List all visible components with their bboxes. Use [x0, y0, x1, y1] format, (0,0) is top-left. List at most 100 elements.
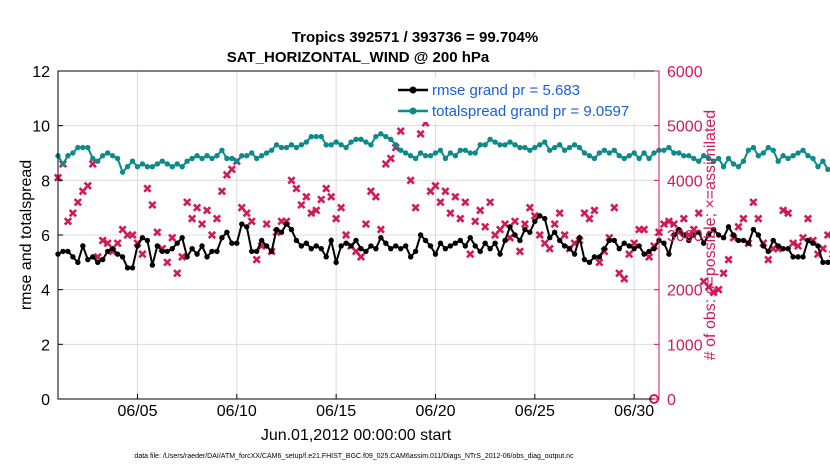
data-file-footer: data file: /Users/raeder/DAI/ATM_forcXX/…	[134, 453, 574, 460]
totalspread-point	[646, 155, 652, 162]
rmse-point	[467, 235, 473, 241]
obs-marker	[709, 288, 718, 297]
x-tick-label: 06/15	[316, 403, 356, 420]
rmse-point	[293, 237, 300, 244]
obs-marker	[307, 209, 316, 218]
rmse-point	[407, 254, 414, 260]
obs-marker	[719, 269, 728, 278]
rmse-point	[810, 240, 816, 246]
rmse-point	[561, 243, 568, 249]
obs-marker	[128, 230, 137, 240]
x-tick-label: 06/20	[415, 403, 455, 420]
obs-marker	[595, 258, 604, 267]
rmse-point	[571, 251, 578, 257]
y-right-tick-label: 1000	[667, 337, 703, 354]
obs-marker	[669, 219, 679, 229]
totalspread-point	[626, 153, 632, 159]
obs-marker	[784, 209, 793, 218]
totalspread-point	[532, 144, 538, 151]
rmse-point	[328, 237, 334, 244]
totalspread-point	[616, 153, 622, 159]
obs-marker	[476, 206, 485, 215]
totalspread-point	[477, 142, 483, 148]
totalspread-point	[825, 166, 830, 173]
obs-marker	[446, 209, 455, 218]
obs-marker	[302, 192, 311, 201]
y-left-axis-ticks: 0 2 4 6 8 10 12	[32, 64, 63, 409]
totalspread-point	[815, 163, 821, 170]
totalspread-point	[566, 144, 573, 151]
rmse-point	[199, 243, 205, 249]
totalspread-point	[576, 144, 583, 151]
totalspread-point	[457, 147, 464, 153]
rmse-series	[55, 213, 830, 271]
rmse-point	[139, 235, 146, 241]
obs-marker	[148, 200, 157, 210]
totalspread-point	[432, 150, 439, 156]
rmse-point	[114, 251, 121, 257]
totalspread-point	[234, 158, 240, 164]
rmse-point	[686, 237, 692, 244]
rmse-point	[249, 248, 255, 255]
obs-marker	[436, 198, 445, 207]
obs-marker	[486, 198, 495, 207]
totalspread-point	[487, 136, 493, 143]
totalspread-point	[263, 150, 270, 156]
y-left-axis-label: rmse and totalspread	[18, 160, 35, 310]
obs-marker	[207, 230, 217, 240]
totalspread-point	[239, 153, 245, 159]
totalspread-point	[268, 147, 275, 153]
rmse-point	[100, 256, 106, 263]
totalspread-point	[740, 158, 747, 164]
rmse-point	[273, 226, 280, 233]
legend-totalspread-label: totalspread grand pr = 9.0597	[432, 103, 629, 120]
totalspread-point	[710, 158, 717, 164]
obs-marker	[694, 209, 703, 218]
totalspread-point	[601, 147, 608, 153]
totalspread-point	[547, 147, 553, 153]
rmse-point	[442, 245, 449, 252]
totalspread-point	[795, 150, 801, 156]
totalspread-point	[412, 155, 419, 162]
rmse-point	[497, 251, 503, 257]
obs-marker	[252, 255, 261, 264]
obs-marker	[317, 195, 326, 204]
rmse-point	[452, 240, 459, 246]
rmse-point	[85, 256, 91, 263]
totalspread-point	[591, 155, 598, 162]
totalspread-point	[735, 163, 742, 170]
totalspread-series	[55, 131, 830, 175]
totalspread-point	[343, 144, 349, 151]
y-right-axis-ticks: 0 1000 2000 3000 4000 5000 6000	[654, 64, 703, 409]
obs-marker	[555, 209, 564, 218]
rmse-point	[124, 265, 131, 271]
rmse-point	[343, 240, 349, 246]
totalspread-point	[328, 142, 334, 148]
totalspread-point	[537, 142, 543, 148]
rmse-point	[735, 237, 742, 244]
rmse-point	[169, 245, 175, 252]
obs-marker	[441, 187, 450, 196]
x-tick-label: 06/25	[515, 403, 555, 420]
totalspread-point	[561, 147, 568, 153]
rmse-point	[547, 235, 553, 241]
chart-title-line1: Tropics 392571 / 393736 = 99.704%	[292, 29, 538, 46]
rmse-point	[164, 248, 170, 255]
obs-marker	[625, 250, 634, 259]
totalspread-point	[750, 144, 757, 151]
totalspread-point	[760, 150, 767, 156]
totalspread-point	[422, 153, 429, 159]
rmse-point	[234, 240, 240, 246]
obs-marker	[818, 244, 828, 253]
obs-marker	[411, 203, 420, 212]
rmse-point	[214, 248, 220, 255]
obs-marker	[98, 236, 107, 245]
obs-marker	[192, 203, 202, 212]
rmse-point	[333, 259, 339, 266]
rmse-point	[701, 240, 707, 246]
totalspread-point	[407, 153, 414, 159]
rmse-point	[298, 243, 305, 249]
rmse-point	[402, 243, 409, 249]
obs-marker	[754, 214, 763, 223]
